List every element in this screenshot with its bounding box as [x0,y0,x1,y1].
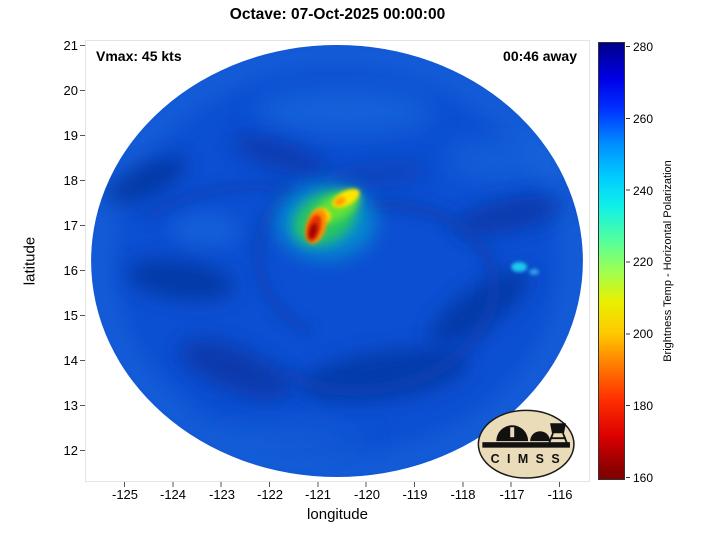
colorbar-tick-label: 220 [633,255,654,269]
eta-annotation: 00:46 away [503,48,577,64]
colorbar-tick-labels: 280 260 240 220 200 180 160 [633,40,667,485]
y-axis-label: latitude [21,236,39,286]
cimss-logo: C I M S S [477,409,575,479]
x-axis-tick-labels: -125 -124 -123 -122 -121 -120 -119 -118 … [85,487,590,503]
x-tick-label: -124 [159,487,187,502]
y-axis-tick-labels: 21 20 19 18 17 16 15 14 13 12 [40,38,78,482]
y-tick-label: 18 [63,173,78,188]
y-tick-label: 21 [63,38,78,53]
spiral-band [276,199,501,397]
plot-area: C I M S S Vmax: 45 kts 00:46 away [85,40,590,482]
colorbar-tick-label: 240 [633,184,654,198]
y-tick-label: 20 [63,83,78,98]
colorbar-tick-label: 180 [633,399,654,413]
storm-field [91,44,583,478]
cimss-logo-text: C I M S S [491,452,562,466]
y-tick-label: 13 [63,398,78,413]
x-tick-label: -120 [353,487,381,502]
microwave-swath-image: C I M S S [91,44,583,479]
x-axis-label: longitude [307,506,368,523]
x-tick-label: -125 [111,487,139,502]
x-tick-label: -118 [450,487,476,502]
y-tick-label: 12 [63,443,78,458]
colorbar-tick-label: 160 [633,471,654,485]
colorbar-tick-label: 280 [633,40,654,54]
colorbar-tick-marks [626,46,630,478]
x-tick-label: -122 [256,487,284,502]
y-tick-label: 16 [63,263,78,278]
x-tick-label: -123 [208,487,236,502]
y-tick-label: 14 [63,353,78,368]
x-tick-label: -116 [547,487,573,502]
y-tick-label: 17 [63,218,78,233]
x-tick-label: -119 [402,487,428,502]
colorbar-tick-label: 200 [633,327,654,341]
small-dome-icon [530,431,551,442]
x-tick-label: -117 [499,487,525,502]
water-tower-icon [550,423,566,434]
y-tick-label: 19 [63,128,78,143]
y-axis-tick-marks [80,45,85,452]
convective-core [276,183,376,260]
colorbar-tick-label: 260 [633,112,654,126]
colorbar-label: Brightness Temp - Horizontal Polarizatio… [662,160,674,362]
colorbar [598,42,625,480]
cyan-cool-spot [511,261,528,272]
plot-title: Octave: 07-Oct-2025 00:00:00 [229,6,446,23]
vmax-annotation: Vmax: 45 kts [96,48,182,64]
inner-spiral-band [253,186,313,337]
x-tick-label: -121 [304,487,332,502]
swath-rim-glow [91,44,583,478]
y-tick-label: 15 [63,308,78,323]
x-axis-tick-marks [124,482,561,487]
